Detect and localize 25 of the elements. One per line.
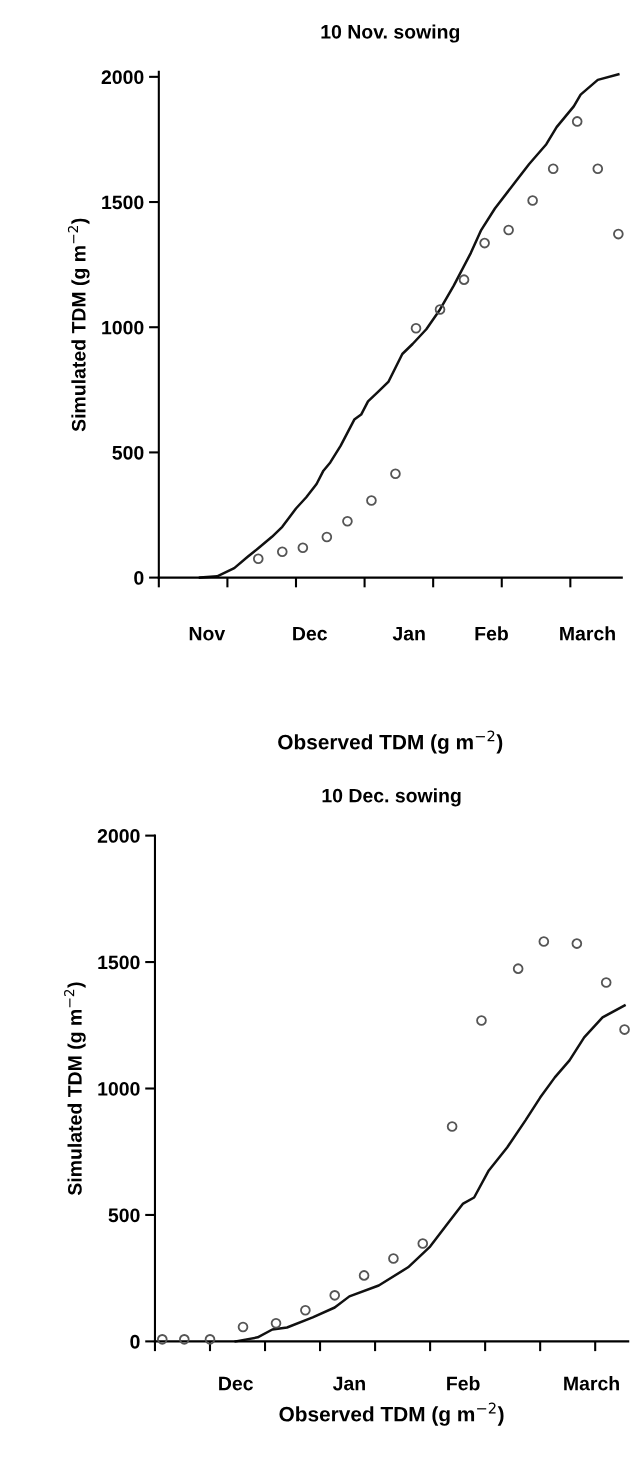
- x-tick-label: Dec: [293, 626, 327, 641]
- y-tick-label: 1500: [102, 195, 144, 210]
- y-tick-label: 1000: [98, 1081, 140, 1096]
- y-tick-label: 2000: [97, 829, 140, 843]
- x-tick-label: Dec: [219, 1376, 253, 1391]
- y-axis-title: Simulated TDM (g m$^{−2}$): [67, 218, 90, 432]
- y-tick-label: 1000: [102, 320, 144, 335]
- y-tick-label: 0: [134, 571, 144, 585]
- x-axis-title: Observed TDM (g m$^{−2}$): [278, 730, 503, 754]
- x-tick-label: March: [560, 626, 615, 641]
- x-tick-label: Nov: [189, 626, 226, 641]
- x-tick-label: Feb: [447, 1376, 480, 1391]
- y-tick-label: 500: [108, 1208, 140, 1223]
- x-tick-label: Feb: [475, 626, 508, 641]
- x-tick-label: Jan: [392, 626, 425, 641]
- y-tick-label: 1500: [98, 955, 140, 970]
- y-tick-label: 500: [112, 445, 144, 460]
- y-tick-label: 2000: [101, 70, 144, 85]
- chart-title: 10 Dec. sowing: [322, 788, 461, 807]
- x-axis-title: Observed TDM (g m$^{−2}$): [279, 1402, 504, 1426]
- chart-title: 10 Nov. sowing: [321, 24, 460, 43]
- x-tick-label: March: [564, 1376, 619, 1391]
- x-tick-label: Jan: [332, 1376, 365, 1391]
- y-axis-title: Simulated TDM (g m$^{−2}$): [64, 982, 86, 1196]
- y-tick-label: 0: [130, 1334, 140, 1349]
